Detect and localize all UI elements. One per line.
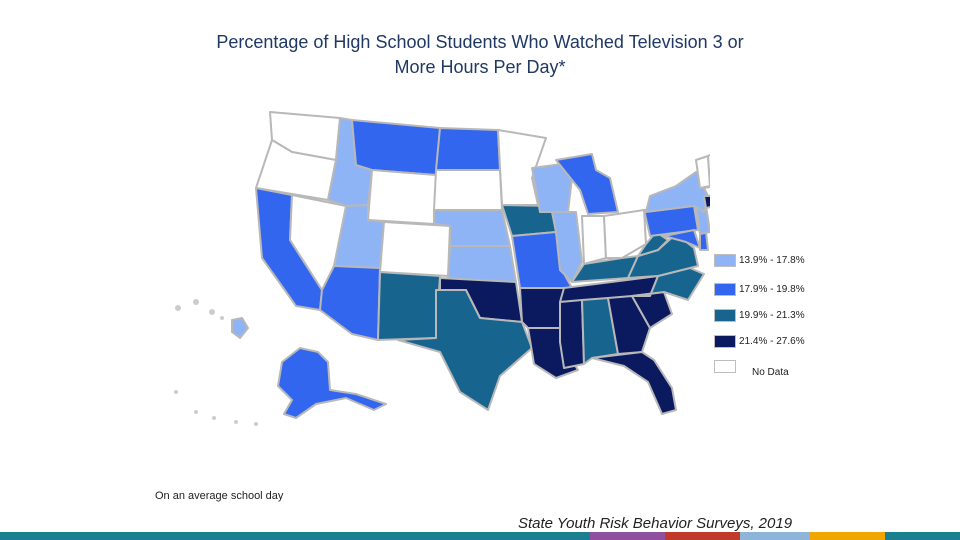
bottom-bar-segment	[590, 532, 665, 540]
legend-swatch	[714, 360, 736, 373]
state-WI	[531, 163, 573, 213]
state-MA	[703, 185, 710, 197]
legend-swatch	[714, 335, 736, 348]
state-WV	[637, 231, 669, 257]
map-title-line-2: More Hours Per Day*	[394, 57, 566, 77]
aleutian-island-4	[234, 420, 238, 424]
legend-label: 13.9% - 17.8%	[739, 255, 805, 266]
bottom-bar-segment	[810, 532, 885, 540]
state-WY	[367, 169, 437, 225]
state-KS	[447, 245, 517, 283]
state-MN	[497, 129, 547, 206]
state-CT	[703, 195, 710, 209]
state-IN	[581, 215, 607, 265]
aleutian-island-1	[174, 390, 178, 394]
legend-swatch	[714, 309, 736, 322]
state-HI	[231, 317, 249, 339]
state-TX	[397, 289, 533, 411]
map-title-line-1: Percentage of High School Students Who W…	[216, 32, 744, 52]
legend-item: 19.9% - 21.3%	[714, 309, 864, 325]
aleutian-island-2	[194, 410, 198, 414]
source-citation: State Youth Risk Behavior Surveys, 2019	[518, 515, 793, 532]
state-FL	[591, 351, 677, 415]
state-OH	[603, 209, 647, 259]
state-SD	[433, 169, 503, 211]
hawaii-island-2	[193, 299, 199, 305]
legend-item-no-data: No Data	[714, 360, 864, 378]
legend-item: 21.4% - 27.6%	[714, 335, 864, 351]
state-AR	[519, 287, 565, 329]
state-AK	[277, 347, 387, 419]
state-MS	[559, 299, 585, 369]
state-MT	[351, 119, 441, 176]
bottom-bar-segment	[665, 532, 740, 540]
state-CO	[379, 221, 451, 277]
legend-item: 17.9% - 19.8%	[714, 283, 864, 299]
hawaii-island-4	[220, 316, 224, 320]
state-MI	[555, 153, 619, 215]
footnote: On an average school day	[155, 490, 284, 502]
map-title: Percentage of High School Students Who W…	[130, 30, 830, 80]
state-NM	[377, 271, 441, 341]
state-AZ	[319, 265, 381, 341]
bottom-accent-bar	[0, 532, 960, 540]
bottom-bar-segment	[0, 532, 590, 540]
aleutian-island-5	[254, 422, 258, 426]
bottom-bar-segment	[885, 532, 960, 540]
legend-label: 21.4% - 27.6%	[739, 336, 805, 347]
legend-label: No Data	[752, 367, 789, 378]
hawaii-island-3	[209, 309, 215, 315]
legend-label: 17.9% - 19.8%	[739, 284, 805, 295]
state-KY	[571, 255, 639, 283]
state-ND	[435, 127, 501, 171]
aleutian-island-3	[212, 416, 216, 420]
legend-swatch	[714, 283, 736, 296]
legend-item: 13.9% - 17.8%	[714, 254, 864, 270]
state-NH	[707, 153, 710, 187]
legend-label: 19.9% - 21.3%	[739, 310, 805, 321]
hawaii-island-1	[175, 305, 181, 311]
us-choropleth-map	[174, 111, 710, 426]
bottom-bar-segment	[740, 532, 810, 540]
legend-swatch	[714, 254, 736, 267]
state-VT	[695, 155, 710, 189]
